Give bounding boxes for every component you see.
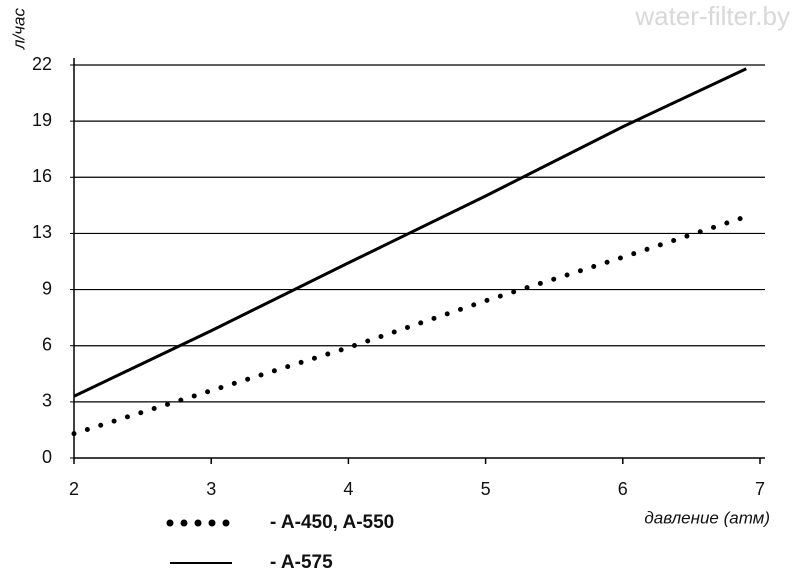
series-line — [71, 214, 749, 437]
y-tick-label: 6 — [42, 334, 52, 354]
watermark: water-filter.by — [634, 1, 790, 31]
x-tick-label: 6 — [618, 479, 628, 499]
y-tick-label: 13 — [32, 222, 52, 242]
series-line — [73, 67, 747, 398]
y-tick-label: 9 — [42, 278, 52, 298]
x-tick-label: 2 — [69, 479, 79, 499]
y-tick-label: 19 — [32, 110, 52, 130]
y-axis-label: л/час — [9, 8, 28, 51]
y-tick-label: 0 — [42, 447, 52, 467]
y-tick-label: 16 — [32, 166, 52, 186]
x-tick-label: 3 — [206, 479, 216, 499]
y-tick-label: 3 — [42, 391, 52, 411]
legend-label: - A-450, A-550 — [270, 512, 394, 533]
x-tick-label: 4 — [343, 479, 353, 499]
x-tick-label: 7 — [755, 479, 765, 499]
x-tick-label: 5 — [481, 479, 491, 499]
legend-label: - A-575 — [270, 552, 333, 573]
x-axis-label: давление (атм) — [644, 508, 770, 527]
y-tick-label: 22 — [32, 54, 52, 74]
